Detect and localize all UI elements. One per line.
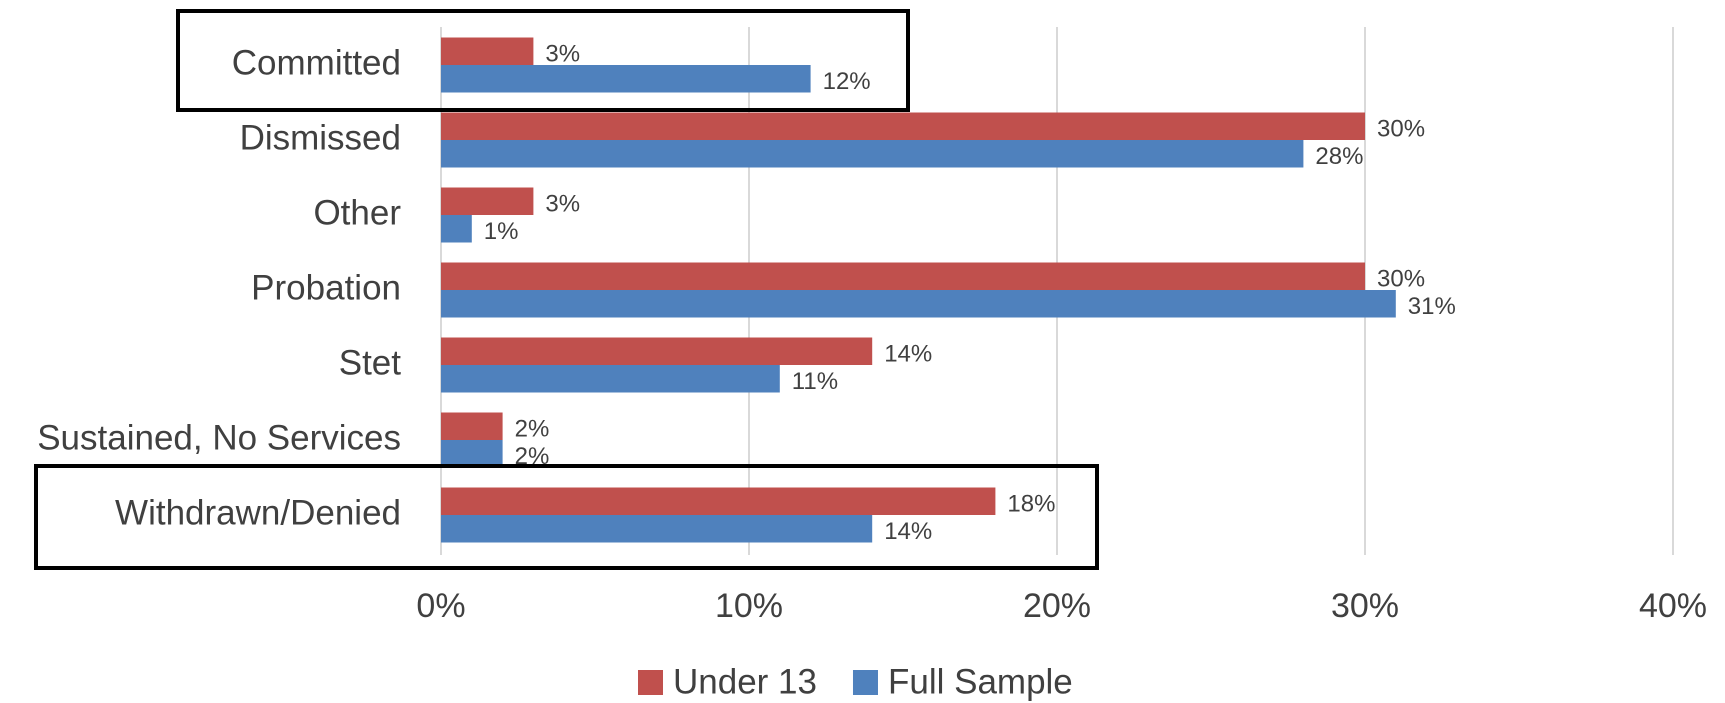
bar	[441, 65, 811, 93]
bar	[441, 412, 503, 440]
data-label: 1%	[484, 218, 519, 245]
x-tick-label: 20%	[1023, 587, 1091, 625]
x-tick-label: 30%	[1331, 587, 1399, 625]
category-label: Withdrawn/Denied	[115, 493, 401, 532]
highlight-box	[176, 9, 910, 112]
legend-swatch	[638, 670, 663, 695]
data-label: 2%	[515, 443, 550, 470]
highlight-box	[34, 464, 1099, 570]
data-label: 14%	[884, 518, 932, 545]
legend-swatch	[852, 670, 878, 695]
bar	[441, 337, 873, 365]
bars	[441, 37, 1396, 543]
legend-label: Under 13	[673, 662, 817, 701]
category-label: Dismissed	[240, 118, 401, 157]
data-label: 31%	[1408, 293, 1456, 320]
bar	[441, 140, 1304, 168]
category-label: Stet	[339, 343, 402, 382]
category-label: Sustained, No Services	[37, 418, 401, 457]
bar	[441, 112, 1365, 140]
bar	[441, 187, 534, 215]
category-label: Other	[313, 193, 401, 232]
data-label: 2%	[515, 416, 550, 443]
bar	[441, 515, 873, 543]
bar	[441, 37, 534, 65]
data-label: 3%	[545, 191, 580, 218]
bar	[441, 440, 503, 468]
data-label: 11%	[792, 368, 838, 395]
bar	[441, 487, 996, 515]
data-label: 18%	[1007, 491, 1055, 518]
legend-label: Full Sample	[888, 662, 1073, 701]
x-tick-label: 0%	[416, 587, 465, 625]
data-label: 3%	[545, 41, 580, 68]
bar	[441, 365, 780, 393]
bar	[441, 262, 1365, 290]
data-label: 30%	[1377, 266, 1425, 293]
x-tick-label: 10%	[715, 587, 783, 625]
category-label: Committed	[232, 43, 401, 82]
data-label: 14%	[884, 341, 932, 368]
bar	[441, 215, 472, 243]
data-label: 28%	[1315, 143, 1363, 170]
x-tick-label: 40%	[1639, 587, 1707, 625]
data-label: 12%	[823, 68, 871, 95]
data-label: 30%	[1377, 116, 1425, 143]
bar	[441, 290, 1396, 318]
category-label: Probation	[251, 268, 401, 307]
